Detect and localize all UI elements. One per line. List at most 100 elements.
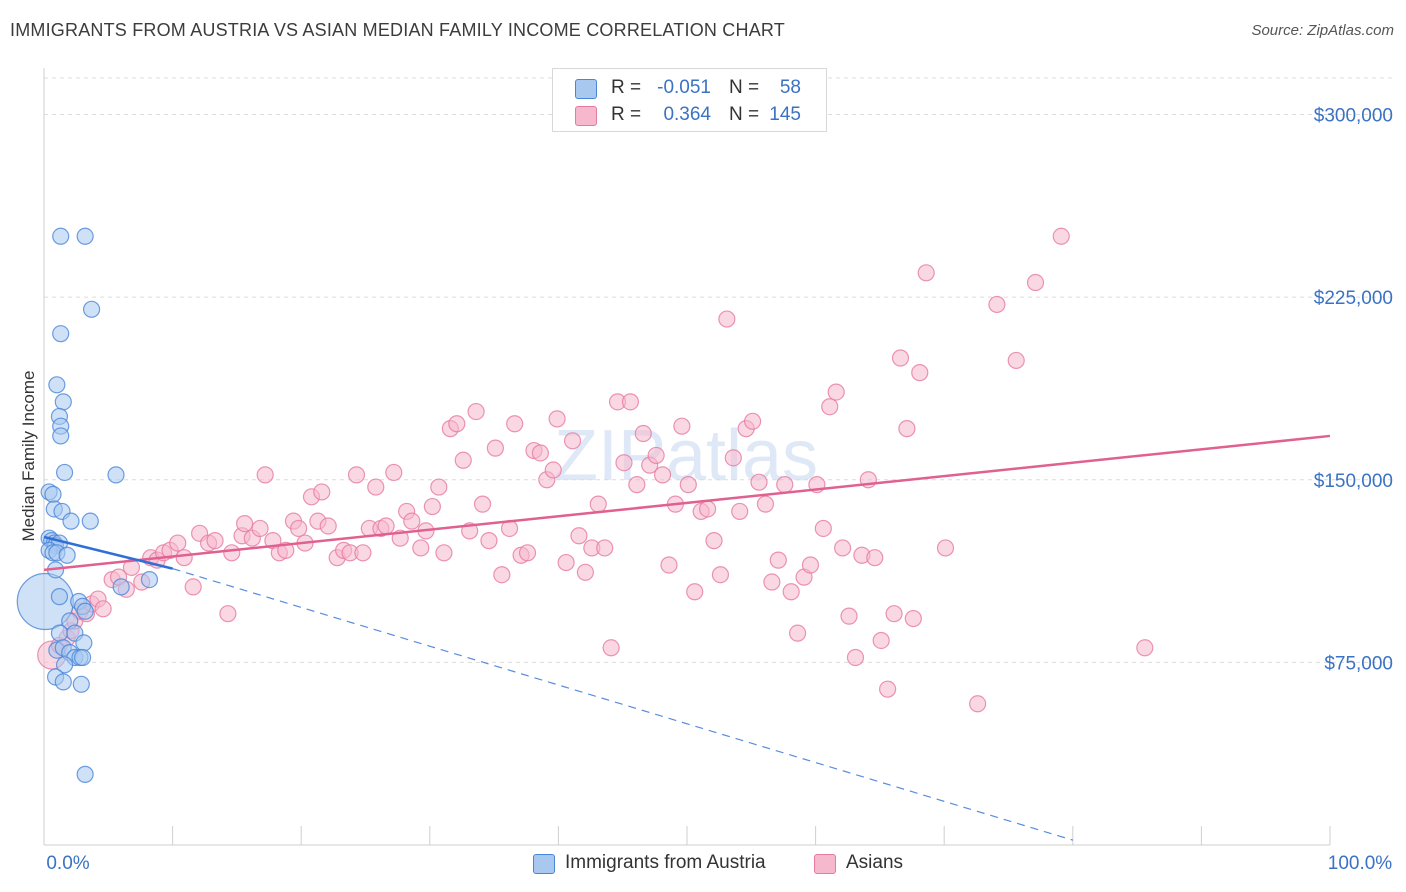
data-point <box>1052 227 1070 245</box>
data-point <box>448 415 466 433</box>
data-point <box>576 563 595 581</box>
data-point <box>898 420 916 438</box>
data-point <box>548 410 566 428</box>
data-point <box>821 398 839 416</box>
y-tick-label: $75,000 <box>1324 653 1393 674</box>
data-point <box>531 444 549 462</box>
r-value: 0.364 <box>663 104 711 125</box>
data-point <box>647 446 665 465</box>
data-point <box>403 512 421 530</box>
source-credit: Source: ZipAtlas.com <box>1251 22 1394 39</box>
data-point <box>570 527 588 545</box>
data-point <box>319 517 337 535</box>
data-point <box>698 500 717 518</box>
data-point <box>653 466 672 484</box>
data-point <box>731 502 749 521</box>
n-value: 58 <box>779 77 801 98</box>
data-point <box>769 551 787 569</box>
data-point <box>54 393 72 411</box>
data-point <box>423 497 441 516</box>
data-point <box>563 432 582 450</box>
pink-swatch <box>814 854 836 874</box>
data-point <box>911 364 929 382</box>
data-point <box>50 588 69 606</box>
y-axis-label: Median Family Income <box>19 370 38 541</box>
n-value: 145 <box>769 104 801 125</box>
y-tick-label: $300,000 <box>1314 106 1393 127</box>
data-point <box>140 570 159 589</box>
data-point <box>467 402 485 421</box>
data-point <box>412 539 430 557</box>
y-tick-label: $150,000 <box>1314 471 1393 492</box>
x-tick-labels: 0.0% 100.0% <box>46 853 1392 874</box>
data-point <box>107 466 125 484</box>
data-point <box>486 439 504 457</box>
data-point <box>866 549 884 567</box>
data-point <box>454 451 472 469</box>
data-point <box>251 519 269 538</box>
data-point <box>76 602 94 620</box>
austria-trend-line <box>43 535 173 570</box>
data-point <box>219 605 237 623</box>
data-point <box>73 648 92 667</box>
data-point <box>788 624 807 642</box>
data-point <box>76 227 94 245</box>
data-point <box>82 300 101 318</box>
axes <box>43 68 1331 846</box>
data-point <box>480 532 498 550</box>
data-point <box>44 485 62 503</box>
pink-swatch <box>575 106 597 126</box>
data-point <box>596 539 614 557</box>
data-point <box>52 427 70 445</box>
data-point <box>589 495 607 513</box>
data-point <box>506 415 524 433</box>
data-point <box>1136 639 1154 657</box>
data-point <box>885 605 903 623</box>
data-point <box>602 639 620 657</box>
data-point <box>206 532 224 550</box>
data-point <box>776 476 794 494</box>
data-point <box>347 466 366 484</box>
data-point <box>76 765 94 783</box>
data-point <box>313 483 331 501</box>
data-point <box>782 583 800 601</box>
data-point <box>879 680 897 698</box>
blue-swatch <box>533 854 555 874</box>
asians-trend-line <box>43 434 1331 572</box>
data-point <box>518 544 537 562</box>
data-point <box>904 609 922 628</box>
data-point <box>763 573 781 591</box>
data-point <box>544 461 562 479</box>
data-point <box>52 227 70 245</box>
n-label: N = <box>729 77 760 98</box>
data-point <box>718 310 736 328</box>
legend-row-asians: R = 0.364 N = 145 <box>553 102 826 128</box>
r-value: -0.051 <box>657 77 711 98</box>
blue-swatch <box>575 79 597 99</box>
data-point <box>988 295 1006 314</box>
data-point <box>1007 351 1025 370</box>
data-point <box>756 495 775 513</box>
data-point <box>58 546 76 564</box>
data-point <box>679 476 697 494</box>
data-point <box>557 553 575 572</box>
legend-label: Asians <box>846 852 904 873</box>
data-point <box>673 417 691 435</box>
data-point <box>724 449 742 467</box>
data-point <box>112 578 130 596</box>
data-point <box>184 578 202 596</box>
data-point <box>377 517 395 535</box>
data-point <box>750 473 768 491</box>
data-point <box>840 607 858 625</box>
data-point <box>290 519 308 538</box>
data-point <box>256 466 274 484</box>
data-point <box>354 544 372 562</box>
data-point <box>52 325 70 343</box>
data-point <box>615 454 633 472</box>
data-point <box>81 512 99 530</box>
data-point <box>660 556 678 574</box>
data-point <box>686 583 704 601</box>
y-tick-labels: $75,000 $150,000 $225,000 $300,000 <box>1314 106 1393 675</box>
data-point <box>169 534 187 552</box>
data-point <box>711 566 730 584</box>
